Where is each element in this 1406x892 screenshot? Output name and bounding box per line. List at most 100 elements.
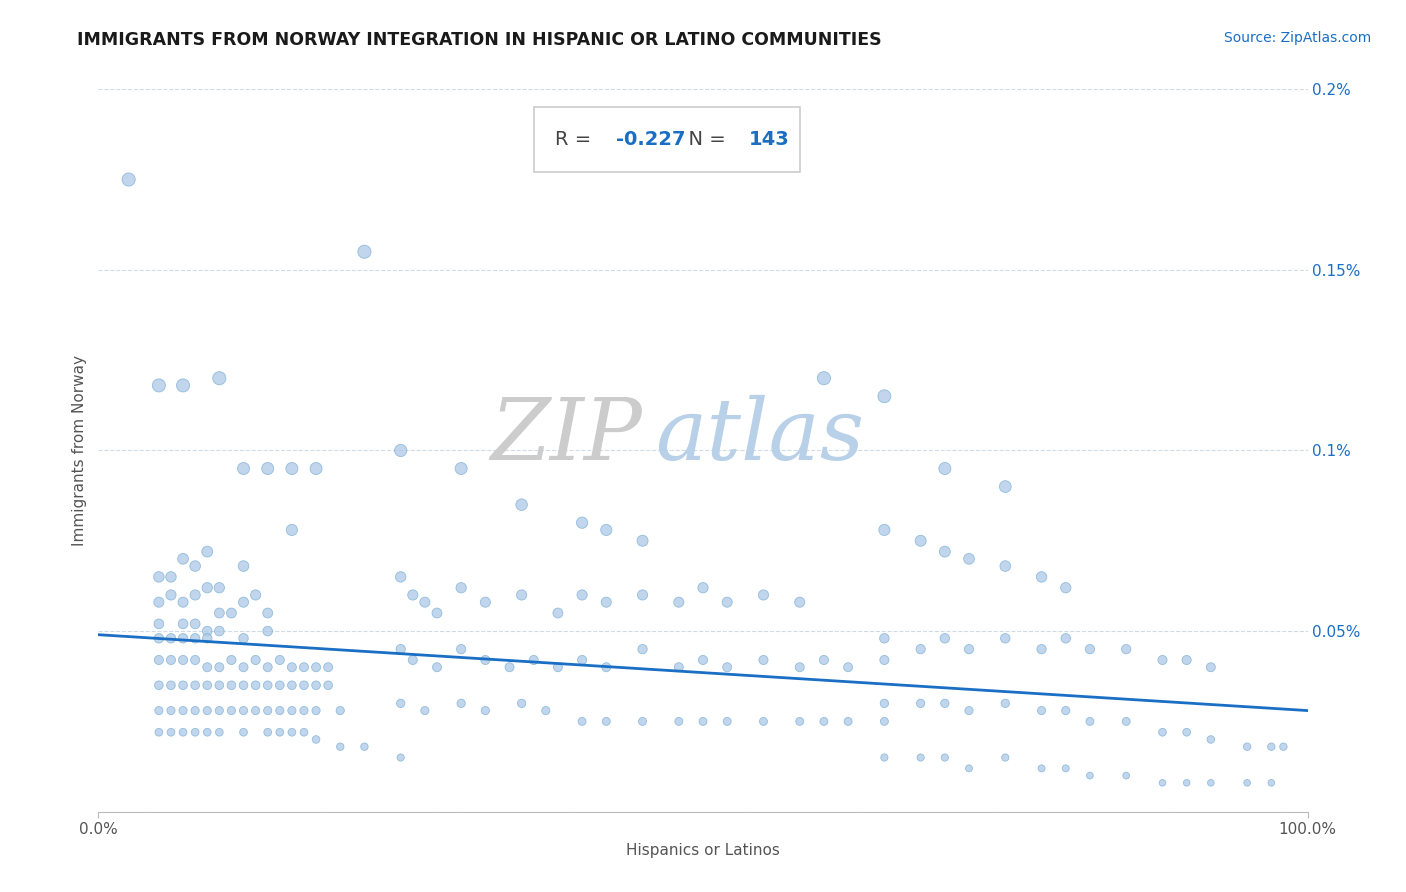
Point <box>474 704 496 718</box>
Point <box>160 632 183 646</box>
Point <box>389 696 412 710</box>
Point <box>450 461 472 475</box>
Text: IMMIGRANTS FROM NORWAY INTEGRATION IN HISPANIC OR LATINO COMMUNITIES: IMMIGRANTS FROM NORWAY INTEGRATION IN HI… <box>77 31 882 49</box>
Point <box>873 389 896 403</box>
Point <box>184 678 207 692</box>
Point <box>160 653 183 667</box>
Point <box>316 678 339 692</box>
Point <box>118 172 141 186</box>
Point <box>1115 769 1137 783</box>
Point <box>1078 714 1101 729</box>
Point <box>195 660 218 674</box>
Point <box>752 714 775 729</box>
Point <box>305 678 328 692</box>
Point <box>994 480 1017 494</box>
Point <box>208 704 231 718</box>
Point <box>148 595 170 609</box>
Point <box>292 725 315 739</box>
Point <box>716 595 738 609</box>
Point <box>1199 776 1222 790</box>
Text: N =: N = <box>676 130 733 149</box>
Point <box>1031 761 1053 775</box>
Point <box>571 714 593 729</box>
Point <box>934 696 956 710</box>
Point <box>789 595 811 609</box>
Point <box>413 704 436 718</box>
Point <box>232 725 254 739</box>
Point <box>595 523 617 537</box>
Point <box>148 378 170 392</box>
Point <box>547 606 569 620</box>
Point <box>245 704 267 718</box>
Point <box>994 632 1017 646</box>
Point <box>631 714 654 729</box>
Point <box>160 725 183 739</box>
Point <box>692 653 714 667</box>
Point <box>1260 739 1282 754</box>
Point <box>172 616 194 631</box>
Point <box>389 443 412 458</box>
Point <box>148 653 170 667</box>
Point <box>221 606 243 620</box>
Point <box>873 714 896 729</box>
Point <box>172 378 194 392</box>
Point <box>256 624 278 639</box>
Point <box>813 714 835 729</box>
Point <box>994 559 1017 574</box>
Point <box>256 678 278 692</box>
Point <box>631 642 654 657</box>
Point <box>752 653 775 667</box>
Point <box>329 704 352 718</box>
Point <box>281 660 304 674</box>
Text: -0.227: -0.227 <box>616 130 686 149</box>
Point <box>1236 776 1258 790</box>
Point <box>256 704 278 718</box>
Point <box>957 642 980 657</box>
Point <box>1078 769 1101 783</box>
Point <box>510 696 533 710</box>
Point <box>172 653 194 667</box>
Point <box>195 678 218 692</box>
Point <box>281 725 304 739</box>
Text: Source: ZipAtlas.com: Source: ZipAtlas.com <box>1223 31 1371 45</box>
Point <box>208 624 231 639</box>
Point <box>510 498 533 512</box>
Point <box>221 704 243 718</box>
Point <box>389 570 412 584</box>
Point <box>195 632 218 646</box>
Point <box>957 704 980 718</box>
Point <box>474 595 496 609</box>
Point <box>232 704 254 718</box>
Point <box>305 461 328 475</box>
Point <box>184 559 207 574</box>
Point <box>1199 660 1222 674</box>
Point <box>160 678 183 692</box>
Point <box>523 653 546 667</box>
Point <box>208 581 231 595</box>
Point <box>1152 653 1174 667</box>
Point <box>195 581 218 595</box>
Point <box>837 714 859 729</box>
Point <box>934 461 956 475</box>
Point <box>221 678 243 692</box>
Point <box>329 10 352 24</box>
Point <box>668 595 690 609</box>
Point <box>668 660 690 674</box>
Point <box>232 595 254 609</box>
Point <box>450 581 472 595</box>
Point <box>1078 642 1101 657</box>
Point <box>148 704 170 718</box>
Point <box>1175 776 1198 790</box>
Y-axis label: Immigrants from Norway: Immigrants from Norway <box>72 355 87 546</box>
Point <box>221 653 243 667</box>
Point <box>245 678 267 692</box>
Point <box>873 632 896 646</box>
Point <box>934 750 956 764</box>
Point <box>450 696 472 710</box>
Point <box>172 551 194 566</box>
Text: R =: R = <box>555 130 598 149</box>
Point <box>281 704 304 718</box>
Point <box>232 660 254 674</box>
Point <box>208 606 231 620</box>
Point <box>353 739 375 754</box>
